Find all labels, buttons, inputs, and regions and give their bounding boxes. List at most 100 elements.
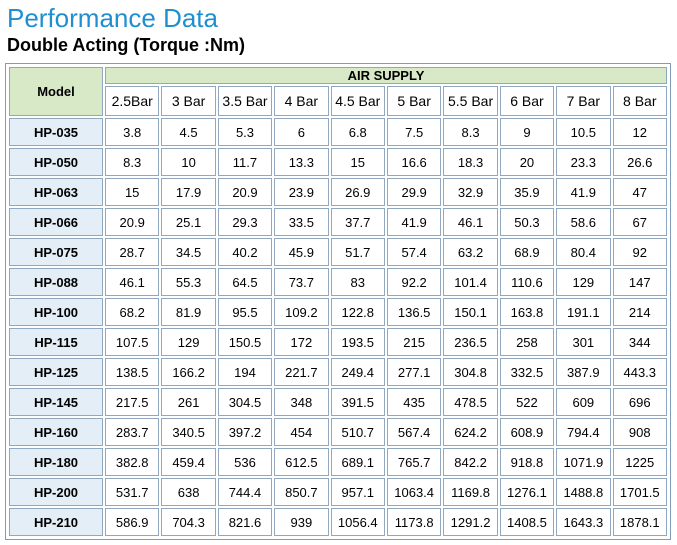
- torque-cell: 957.1: [330, 478, 385, 506]
- table-row: HP-200 531.7 638 744.4 850.7 957.1 1063.4 1169.…: [9, 478, 667, 506]
- model-column-header: Model: [9, 67, 103, 116]
- pressure-column-header: 4.5 Bar: [330, 86, 385, 116]
- torque-cell: 18.3: [443, 148, 498, 176]
- torque-cell: 67: [612, 208, 667, 236]
- table-head-row-group: Model AIR SUPPLY: [9, 67, 667, 116]
- table-row: HP-088 46.1 55.3 64.5 73.7 83 92.2 101.4 110.6 12…: [9, 268, 667, 296]
- torque-cell: 92.2: [386, 268, 442, 296]
- torque-cell: 277.1: [386, 358, 442, 386]
- torque-cell: 1173.8: [386, 508, 442, 536]
- torque-cell: 47: [612, 178, 667, 206]
- pressure-column-header: 4 Bar: [274, 86, 329, 116]
- torque-cell: 136.5: [386, 298, 442, 326]
- torque-cell: 15: [105, 178, 160, 206]
- torque-cell: 908: [612, 418, 667, 446]
- torque-cell: 249.4: [330, 358, 385, 386]
- torque-cell: 4.5: [161, 118, 216, 146]
- torque-cell: 536: [217, 448, 273, 476]
- pressure-column-header: 5.5 Bar: [443, 86, 498, 116]
- torque-cell: 58.6: [556, 208, 611, 236]
- page-title: Performance Data: [7, 3, 218, 33]
- torque-cell: 26.9: [330, 178, 385, 206]
- table-row: HP-125 138.5 166.2 194 221.7 249.4 277.1 304.8 3…: [9, 358, 667, 386]
- torque-cell: 9: [499, 118, 555, 146]
- torque-cell: 129: [556, 268, 611, 296]
- torque-cell: 172: [274, 328, 329, 356]
- torque-cell: 435: [386, 388, 442, 416]
- torque-cell: 26.6: [612, 148, 667, 176]
- torque-cell: 23.9: [274, 178, 329, 206]
- table-row: HP-145 217.5 261 304.5 348 391.5 435 478.5 522 60…: [9, 388, 667, 416]
- torque-cell: 20: [499, 148, 555, 176]
- torque-cell: 138.5: [105, 358, 160, 386]
- pressure-column-header: 6 Bar: [499, 86, 555, 116]
- torque-cell: 7.5: [386, 118, 442, 146]
- model-cell: HP-210: [9, 508, 103, 536]
- torque-cell: 17.9: [161, 178, 216, 206]
- torque-cell: 1643.3: [556, 508, 611, 536]
- pressure-column-header: 7 Bar: [556, 86, 611, 116]
- torque-cell: 1701.5: [612, 478, 667, 506]
- performance-table: Model AIR SUPPLY 2.5Bar 3 Bar 3.5 Bar 4 Bar…: [7, 65, 669, 538]
- torque-cell: 45.9: [274, 238, 329, 266]
- torque-cell: 586.9: [105, 508, 160, 536]
- torque-cell: 147: [612, 268, 667, 296]
- torque-cell: 16.6: [386, 148, 442, 176]
- torque-cell: 842.2: [443, 448, 498, 476]
- torque-cell: 55.3: [161, 268, 216, 296]
- torque-cell: 612.5: [274, 448, 329, 476]
- table-head: Model AIR SUPPLY 2.5Bar 3 Bar 3.5 Bar 4 Bar…: [9, 67, 667, 116]
- table-row: HP-066 20.9 25.1 29.3 33.5 37.7 41.9 46.1 50.3 58…: [9, 208, 667, 236]
- table-row: HP-075 28.7 34.5 40.2 45.9 51.7 57.4 63.2 68.9 80…: [9, 238, 667, 266]
- torque-cell: 29.9: [386, 178, 442, 206]
- torque-cell: 1488.8: [556, 478, 611, 506]
- torque-cell: 101.4: [443, 268, 498, 296]
- pressure-column-header: 5 Bar: [386, 86, 442, 116]
- torque-cell: 37.7: [330, 208, 385, 236]
- torque-cell: 522: [499, 388, 555, 416]
- torque-cell: 939: [274, 508, 329, 536]
- torque-cell: 193.5: [330, 328, 385, 356]
- page-subtitle: Double Acting (Torque :Nm): [7, 35, 245, 55]
- torque-cell: 194: [217, 358, 273, 386]
- pressure-column-header: 8 Bar: [612, 86, 667, 116]
- torque-cell: 33.5: [274, 208, 329, 236]
- table-row: HP-180 382.8 459.4 536 612.5 689.1 765.7 842.2 9…: [9, 448, 667, 476]
- torque-cell: 1225: [612, 448, 667, 476]
- torque-cell: 261: [161, 388, 216, 416]
- model-cell: HP-160: [9, 418, 103, 446]
- torque-cell: 34.5: [161, 238, 216, 266]
- torque-cell: 68.2: [105, 298, 160, 326]
- torque-cell: 696: [612, 388, 667, 416]
- model-cell: HP-088: [9, 268, 103, 296]
- torque-cell: 46.1: [105, 268, 160, 296]
- torque-cell: 5.3: [217, 118, 273, 146]
- torque-cell: 63.2: [443, 238, 498, 266]
- torque-cell: 41.9: [556, 178, 611, 206]
- torque-cell: 221.7: [274, 358, 329, 386]
- torque-cell: 92: [612, 238, 667, 266]
- torque-cell: 215: [386, 328, 442, 356]
- air-supply-header: AIR SUPPLY: [105, 67, 667, 84]
- model-cell: HP-075: [9, 238, 103, 266]
- torque-cell: 510.7: [330, 418, 385, 446]
- torque-cell: 83: [330, 268, 385, 296]
- model-cell: HP-145: [9, 388, 103, 416]
- torque-cell: 23.3: [556, 148, 611, 176]
- torque-cell: 765.7: [386, 448, 442, 476]
- torque-cell: 1071.9: [556, 448, 611, 476]
- torque-cell: 20.9: [105, 208, 160, 236]
- torque-cell: 397.2: [217, 418, 273, 446]
- table-row: HP-035 3.8 4.5 5.3 6 6.8 7.5 8.3 9 10.5 12: [9, 118, 667, 146]
- torque-cell: 689.1: [330, 448, 385, 476]
- model-cell: HP-180: [9, 448, 103, 476]
- torque-cell: 531.7: [105, 478, 160, 506]
- torque-cell: 344: [612, 328, 667, 356]
- torque-cell: 46.1: [443, 208, 498, 236]
- torque-cell: 1291.2: [443, 508, 498, 536]
- torque-cell: 11.7: [217, 148, 273, 176]
- torque-cell: 73.7: [274, 268, 329, 296]
- torque-cell: 454: [274, 418, 329, 446]
- torque-cell: 1169.8: [443, 478, 498, 506]
- table-row: HP-050 8.3 10 11.7 13.3 15 16.6 18.3 20 23.3 26.6: [9, 148, 667, 176]
